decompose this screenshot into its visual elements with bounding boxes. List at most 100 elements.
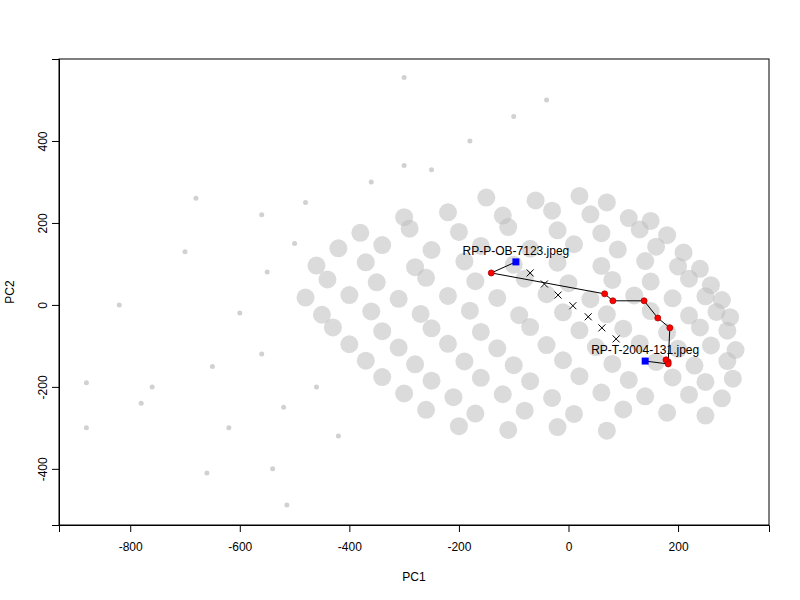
- point: [488, 289, 506, 307]
- x-tick: -800: [119, 525, 143, 554]
- point: [369, 179, 374, 184]
- point: [602, 291, 608, 297]
- y-tick: 0: [36, 302, 59, 309]
- point: [521, 372, 539, 390]
- series-3: [527, 269, 620, 342]
- point: [685, 357, 703, 375]
- x-tick-mark: [349, 525, 350, 532]
- point: [610, 298, 616, 304]
- point: [455, 352, 473, 370]
- point: [237, 311, 242, 316]
- y-axis-title: PC2: [3, 280, 17, 304]
- x-tick-mark: [678, 525, 679, 532]
- point: [691, 318, 709, 336]
- point: [270, 466, 275, 471]
- point: [543, 389, 561, 407]
- point: [429, 167, 434, 172]
- point: [613, 335, 620, 342]
- point: [423, 372, 441, 390]
- point: [417, 401, 435, 419]
- point: [412, 305, 430, 323]
- y-tick-label: -200: [36, 375, 50, 399]
- point: [614, 320, 632, 338]
- point: [680, 270, 698, 288]
- point: [297, 289, 315, 307]
- point: [642, 358, 649, 365]
- point: [598, 422, 616, 440]
- point: [439, 335, 457, 353]
- point: [570, 187, 588, 205]
- point: [609, 241, 627, 259]
- point: [658, 323, 676, 341]
- x-tick-label: -600: [228, 540, 252, 554]
- point: [713, 389, 731, 407]
- point: [226, 425, 231, 430]
- point: [395, 384, 413, 402]
- point: [193, 196, 198, 201]
- point: [665, 361, 671, 367]
- point: [357, 352, 375, 370]
- point: [499, 421, 517, 439]
- point-label: RP-T-2004-131.jpeg: [591, 343, 699, 357]
- x-tick: -600: [228, 525, 252, 554]
- point: [603, 355, 621, 373]
- point: [373, 322, 391, 340]
- point: [724, 370, 742, 388]
- point: [450, 223, 468, 241]
- series-0: [297, 187, 745, 440]
- point: [488, 270, 494, 276]
- point: [565, 405, 583, 423]
- point: [117, 302, 122, 307]
- x-tick-label: -800: [119, 540, 143, 554]
- point: [417, 269, 435, 287]
- point: [549, 221, 567, 239]
- point: [357, 253, 375, 271]
- point: [461, 302, 479, 320]
- plot: RP-P-OB-7123.jpegRP-T-2004-131.jpeg-800-…: [36, 59, 770, 554]
- point: [324, 318, 342, 336]
- y-tick: 400: [36, 131, 59, 151]
- point: [549, 418, 567, 436]
- point: [570, 321, 588, 339]
- point: [642, 273, 660, 291]
- point: [718, 352, 736, 370]
- point: [636, 387, 654, 405]
- y-tick-mark: [52, 469, 59, 470]
- point: [210, 364, 215, 369]
- point: [314, 384, 319, 389]
- point: [569, 302, 576, 309]
- point: [521, 318, 539, 336]
- chart: RP-P-OB-7123.jpegRP-T-2004-131.jpeg-800-…: [0, 0, 800, 600]
- point: [351, 224, 369, 242]
- point: [439, 287, 457, 305]
- point: [259, 212, 264, 217]
- point: [541, 281, 548, 288]
- point: [402, 75, 407, 80]
- point: [466, 405, 484, 423]
- point: [467, 138, 472, 143]
- point: [511, 114, 516, 119]
- x-tick: 200: [669, 525, 689, 554]
- point: [472, 323, 490, 341]
- frame: [59, 59, 769, 525]
- x-tick-mark: [240, 525, 241, 532]
- x-tick-mark: [130, 525, 131, 532]
- point: [373, 368, 391, 386]
- point: [667, 325, 673, 331]
- point: [423, 319, 441, 337]
- point: [516, 402, 534, 420]
- point: [84, 425, 89, 430]
- y-axis-line: [52, 60, 60, 526]
- point: [636, 252, 654, 270]
- point: [390, 290, 408, 308]
- x-axis: -800-600-400-2000200: [60, 525, 770, 554]
- y-tick: 200: [36, 213, 59, 233]
- point: [614, 400, 632, 418]
- point: [559, 274, 577, 292]
- point: [664, 368, 682, 386]
- y-tick-mark: [52, 305, 59, 306]
- data-layer: [84, 75, 745, 507]
- x-tick-label: -400: [338, 540, 362, 554]
- y-tick: -400: [36, 457, 59, 481]
- y-tick-label: 0: [36, 302, 50, 309]
